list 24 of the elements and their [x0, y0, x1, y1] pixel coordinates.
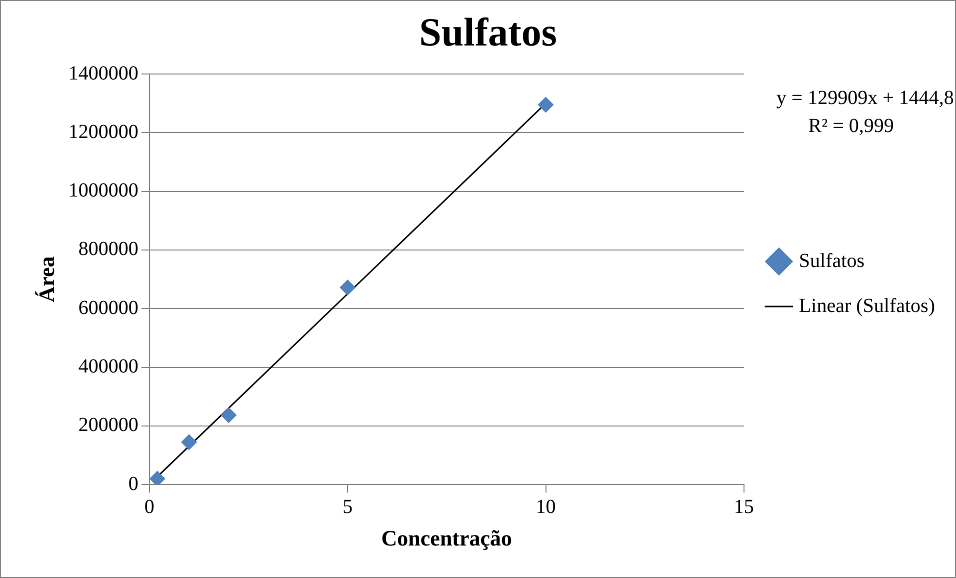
y-tick-label: 600000	[78, 296, 138, 319]
point	[220, 407, 237, 424]
x-tick-label: 10	[536, 496, 556, 518]
y-tick-label: 1200000	[68, 120, 138, 143]
y-tick-label: 400000	[78, 356, 138, 378]
x-tick-label: 5	[342, 496, 353, 518]
y-tick-label: 1000000	[68, 180, 138, 202]
point	[149, 470, 166, 485]
y-tick-label: 0	[128, 472, 138, 495]
x-tick-label: 0	[144, 496, 154, 518]
y-tick-label: 800000	[78, 238, 138, 260]
y-tick-label: 1400000	[68, 62, 138, 84]
x-tick-label: 15	[734, 496, 754, 518]
y-axis-title: Área	[34, 256, 59, 302]
x-axis-title: Concentração	[381, 525, 512, 550]
text: R² = 0,999	[808, 115, 894, 137]
y-tick-label: 200000	[78, 414, 138, 436]
text: y = 129909x + 1444,8	[776, 87, 954, 109]
legend-label: Sulfatos	[798, 250, 865, 272]
chart-title: Sulfatos	[419, 9, 557, 54]
point	[340, 280, 356, 296]
point	[181, 434, 198, 450]
legend-label: Linear (Sulfatos)	[798, 294, 936, 317]
point	[538, 96, 554, 113]
